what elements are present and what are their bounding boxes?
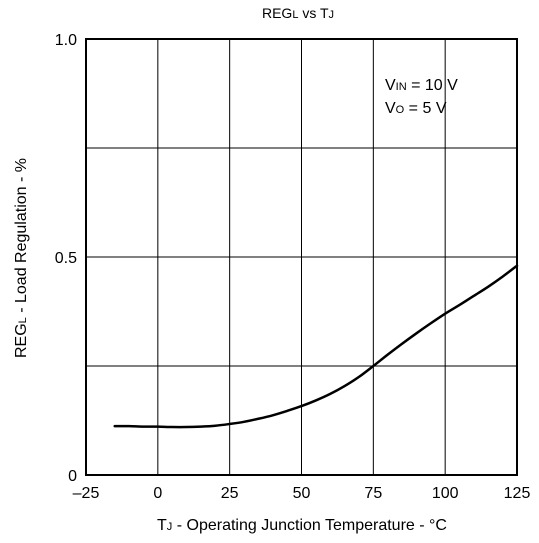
annotation-block: VIN = 10 V VO = 5 V <box>385 77 458 117</box>
series-group <box>113 264 519 429</box>
plot-frame <box>85 38 518 476</box>
x-tick-label: 100 <box>432 485 459 502</box>
x-tick-label: 125 <box>504 485 531 502</box>
x-tick-label: 0 <box>153 485 162 502</box>
grid <box>86 39 517 475</box>
series-line <box>113 264 519 429</box>
annotation-line: VO = 5 V <box>385 100 447 117</box>
y-tick-label: 0.5 <box>55 250 77 267</box>
y-axis-title: REGL - Load Regulation - % <box>13 158 30 358</box>
annotation-line: VIN = 10 V <box>385 77 458 94</box>
y-tick-label: 1.0 <box>55 32 77 49</box>
x-tick-label: 50 <box>293 485 311 502</box>
y-tick-label: 0 <box>68 468 77 485</box>
x-tick-label: –25 <box>73 485 100 502</box>
y-tick-labels: 0 0.5 1.0 <box>55 32 77 485</box>
x-tick-label: 25 <box>221 485 239 502</box>
x-axis-title: TJ - Operating Junction Temperature - °C <box>157 517 447 534</box>
x-tick-labels: –25 0 25 50 75 100 125 <box>73 485 531 502</box>
x-tick-label: 75 <box>364 485 382 502</box>
chart-title: REGL vs TJ <box>262 5 334 21</box>
